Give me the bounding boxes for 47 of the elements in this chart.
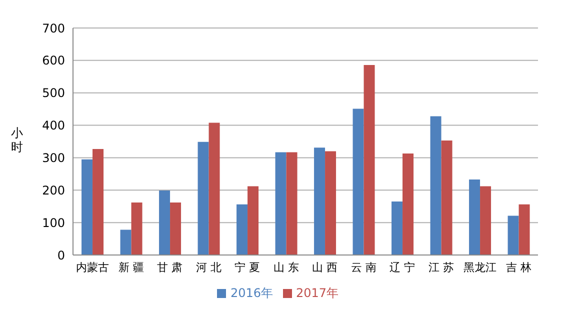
bar (518, 204, 530, 255)
bar (469, 179, 480, 255)
bar (248, 186, 259, 255)
x-tick-label: 云 南 (350, 260, 376, 274)
bar (325, 151, 336, 255)
y-tick-label: 600 (42, 54, 65, 68)
y-tick-label: 300 (42, 150, 65, 165)
bar (352, 108, 364, 255)
bar (208, 122, 220, 255)
x-tick-label: 山 西 (312, 260, 338, 274)
bar (314, 148, 326, 255)
bar (236, 204, 248, 255)
bar (198, 142, 209, 255)
bar (430, 116, 442, 255)
y-tick-label: 100 (42, 216, 65, 230)
legend-label: 2017年 (296, 286, 339, 300)
bar (120, 230, 132, 255)
y-tick-label: 400 (42, 118, 65, 133)
legend-label: 2016年 (230, 286, 273, 300)
x-tick-label: 宁 夏 (234, 260, 260, 274)
y-tick-label: 0 (57, 248, 65, 262)
x-tick-label: 黑龙江 (463, 260, 496, 274)
x-tick-label: 山 东 (273, 260, 299, 274)
bar (92, 148, 104, 255)
bar (402, 154, 414, 255)
bar (131, 202, 142, 255)
x-tick-label: 甘 肃 (157, 260, 183, 274)
bar (392, 201, 403, 255)
bar (480, 186, 492, 255)
x-tick-label: 吉 林 (506, 260, 532, 274)
bar (364, 64, 375, 255)
y-tick-label: 700 (42, 21, 65, 36)
x-tick-label: 辽 宁 (390, 260, 416, 274)
x-tick-label: 内蒙古 (76, 260, 109, 274)
x-tick-label: 河 北 (196, 260, 222, 274)
x-tick-label: 江 苏 (428, 260, 454, 274)
bar (275, 152, 286, 255)
bar (159, 190, 170, 255)
y-tick-label: 500 (42, 86, 65, 100)
bar (441, 140, 452, 255)
bar (82, 159, 93, 255)
bar (286, 152, 298, 255)
y-tick-label: 200 (42, 183, 65, 198)
y-axis-title: 小时 (10, 126, 24, 154)
x-tick-label: 新 疆 (118, 260, 144, 274)
bar (170, 202, 182, 255)
bar (508, 216, 519, 255)
